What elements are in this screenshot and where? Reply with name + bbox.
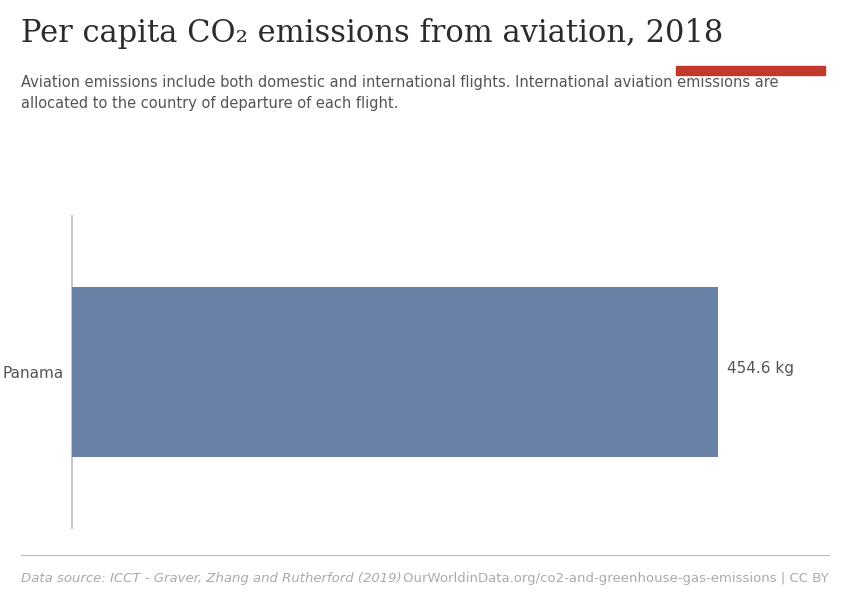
Text: Aviation emissions include both domestic and international flights. Internationa: Aviation emissions include both domestic… (21, 75, 779, 111)
Text: 454.6 kg: 454.6 kg (727, 361, 794, 377)
Text: Our World
in Data: Our World in Data (717, 21, 784, 51)
Bar (72, 287, 718, 457)
Text: OurWorldinData.org/co2-and-greenhouse-gas-emissions | CC BY: OurWorldinData.org/co2-and-greenhouse-ga… (403, 572, 829, 585)
Bar (676, 65, 824, 75)
Text: Per capita CO₂ emissions from aviation, 2018: Per capita CO₂ emissions from aviation, … (21, 18, 723, 49)
Text: Data source: ICCT - Graver, Zhang and Rutherford (2019): Data source: ICCT - Graver, Zhang and Ru… (21, 572, 402, 585)
